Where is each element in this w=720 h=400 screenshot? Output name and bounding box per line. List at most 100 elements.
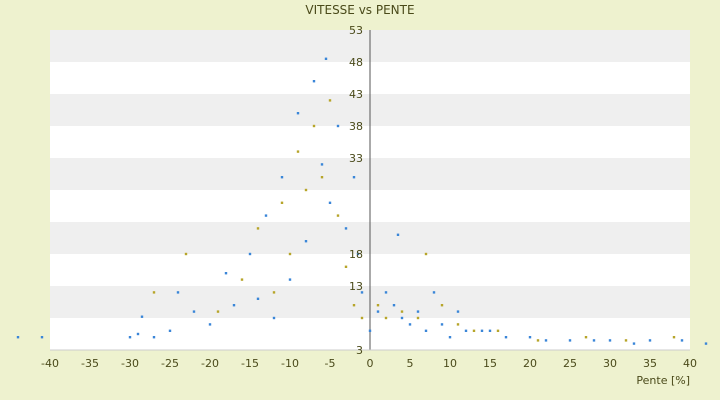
data-point bbox=[224, 272, 228, 275]
data-point bbox=[280, 201, 284, 204]
data-point bbox=[496, 329, 500, 332]
data-point bbox=[528, 336, 532, 339]
axes bbox=[50, 30, 690, 351]
x-tick-label: 10 bbox=[443, 357, 457, 370]
data-point bbox=[176, 291, 180, 294]
data-point bbox=[288, 252, 292, 256]
x-axis-label: Pente [%] bbox=[636, 374, 690, 387]
data-point bbox=[136, 332, 140, 336]
data-point bbox=[152, 291, 156, 294]
data-point bbox=[232, 304, 236, 307]
data-point bbox=[440, 304, 444, 307]
y-tick-label: 13 bbox=[349, 280, 363, 293]
y-tick-label: 3 bbox=[356, 344, 363, 357]
x-tick-label: 30 bbox=[603, 357, 617, 370]
x-tick-label: 0 bbox=[367, 357, 374, 370]
y-tick-labels: 3 13 18 33 38 43 48 53 bbox=[349, 24, 363, 357]
data-point bbox=[376, 310, 380, 313]
data-point bbox=[464, 329, 468, 332]
data-point bbox=[352, 176, 356, 179]
data-point bbox=[256, 227, 260, 230]
data-point bbox=[140, 315, 144, 318]
data-point bbox=[216, 310, 220, 313]
data-point bbox=[384, 316, 388, 320]
data-point bbox=[424, 329, 428, 332]
data-point bbox=[672, 336, 676, 339]
data-point bbox=[448, 336, 452, 339]
x-tick-label: 35 bbox=[643, 357, 657, 370]
data-point bbox=[396, 233, 400, 236]
data-point bbox=[184, 252, 188, 256]
y-tick-label: 43 bbox=[349, 88, 363, 101]
data-point bbox=[480, 329, 484, 332]
data-point bbox=[536, 339, 540, 342]
data-point bbox=[344, 265, 348, 268]
data-point bbox=[240, 278, 244, 281]
x-tick-label: -30 bbox=[121, 357, 139, 370]
data-point bbox=[384, 291, 388, 294]
data-point bbox=[416, 316, 420, 320]
data-point bbox=[280, 176, 284, 179]
data-point bbox=[248, 252, 252, 256]
data-point bbox=[304, 240, 308, 243]
data-point bbox=[456, 310, 460, 313]
data-point bbox=[168, 329, 172, 332]
data-point bbox=[324, 57, 328, 60]
data-point bbox=[208, 323, 212, 326]
data-point bbox=[328, 99, 332, 102]
data-point bbox=[312, 80, 316, 83]
data-point bbox=[360, 291, 364, 294]
x-tick-label: -10 bbox=[281, 357, 299, 370]
data-point bbox=[296, 112, 300, 115]
data-point bbox=[400, 310, 404, 313]
data-point bbox=[344, 227, 348, 230]
data-point bbox=[352, 304, 356, 307]
data-point bbox=[320, 163, 324, 166]
data-points bbox=[16, 57, 708, 345]
x-tick-label: -20 bbox=[201, 357, 219, 370]
data-point bbox=[264, 214, 268, 217]
data-point bbox=[704, 342, 708, 345]
x-tick-label: 5 bbox=[407, 357, 414, 370]
data-point bbox=[368, 329, 372, 332]
data-point bbox=[304, 188, 308, 192]
x-tick-label: 15 bbox=[483, 357, 497, 370]
data-point bbox=[648, 339, 652, 342]
data-point bbox=[320, 176, 324, 179]
data-point bbox=[40, 336, 44, 339]
data-point bbox=[296, 150, 300, 153]
y-tick-label: 33 bbox=[349, 152, 363, 165]
data-point bbox=[128, 336, 132, 339]
x-tick-label: -5 bbox=[325, 357, 336, 370]
data-point bbox=[416, 310, 420, 313]
data-point bbox=[328, 201, 332, 204]
data-point bbox=[488, 329, 492, 332]
data-point bbox=[360, 316, 364, 320]
data-point bbox=[288, 278, 292, 281]
x-tick-label: -40 bbox=[41, 357, 59, 370]
data-point bbox=[440, 323, 444, 326]
data-point bbox=[504, 336, 508, 339]
data-point bbox=[432, 291, 436, 294]
chart-title: VITESSE vs PENTE bbox=[305, 3, 414, 17]
x-tick-label: 25 bbox=[563, 357, 577, 370]
x-tick-label: -15 bbox=[241, 357, 259, 370]
data-point bbox=[256, 297, 260, 300]
data-point bbox=[472, 329, 476, 332]
data-point bbox=[544, 339, 548, 342]
data-point bbox=[356, 252, 360, 256]
data-point bbox=[192, 310, 196, 313]
data-point bbox=[400, 316, 404, 320]
data-point bbox=[312, 124, 316, 128]
x-tick-label: 40 bbox=[683, 357, 697, 370]
data-point bbox=[152, 336, 156, 339]
data-point bbox=[424, 252, 428, 256]
y-tick-label: 53 bbox=[349, 24, 363, 37]
y-tick-label: 38 bbox=[349, 120, 363, 133]
data-point bbox=[336, 124, 340, 128]
data-point bbox=[408, 323, 412, 326]
data-point bbox=[608, 339, 612, 342]
x-tick-labels: -40 -35 -30 -25 -20 -15 -10 -5 0 5 10 15 20 25 30 35 40 bbox=[41, 357, 697, 370]
